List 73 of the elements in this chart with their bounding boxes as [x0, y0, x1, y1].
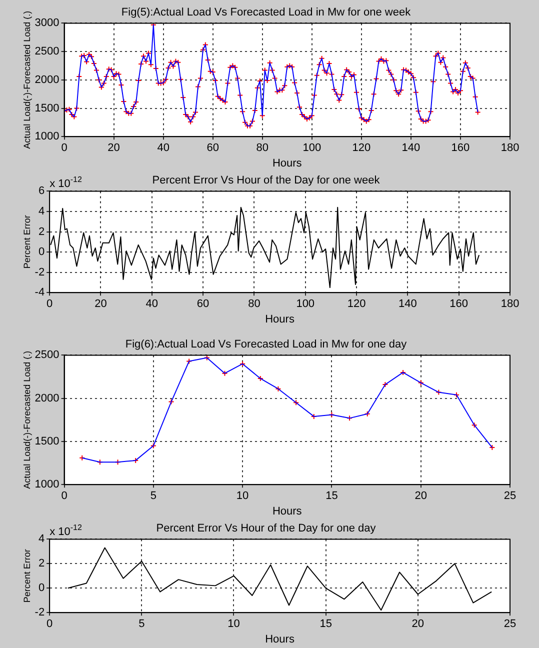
y-tick-label: 0	[38, 582, 45, 594]
x-axis-title: Hours	[265, 313, 295, 326]
x-tick-label: 100	[302, 142, 322, 154]
point	[150, 442, 156, 449]
chart-title: Percent Error Vs Hour of the Day for one week	[152, 174, 380, 187]
y-tick-label: 2	[38, 558, 45, 570]
x-tick-label: 160	[451, 142, 470, 154]
y-tick-label: 1500	[34, 436, 60, 448]
x-tick-label: 80	[256, 142, 268, 154]
point	[418, 380, 424, 386]
point	[240, 360, 246, 367]
x-tick-label: 140	[402, 142, 420, 154]
x-tick-label: 120	[352, 142, 371, 154]
x-axis-title: Hours	[272, 157, 302, 170]
x-tick-label: 60	[206, 142, 219, 154]
x-tick-label: 20	[94, 298, 107, 310]
x-tick-label: 40	[157, 142, 170, 154]
y-tick-label: 1000	[34, 478, 60, 491]
point	[328, 412, 335, 418]
point	[346, 415, 353, 422]
y-tick-label: -4	[34, 286, 45, 299]
chart-title: Fig(6):Actual Load Vs Forecasted Load in Mw for one day	[125, 338, 408, 351]
x-tick-label: 10	[236, 490, 249, 502]
y-axis-title: Percent Error	[22, 549, 32, 603]
y-tick-label: 0	[38, 246, 45, 258]
x-tick-label: 20	[412, 618, 424, 630]
x-tick-label: 25	[504, 618, 516, 630]
x-tick-label: 0	[61, 490, 68, 502]
y-axis-title: Percent Error	[22, 215, 32, 269]
y-tick-label: 3000	[34, 17, 60, 30]
x-tick-label: 120	[347, 298, 366, 310]
point	[471, 422, 478, 428]
x-tick-label: 40	[146, 298, 158, 310]
x-tick-label: 25	[504, 490, 516, 502]
x-tick-label: 0	[61, 142, 68, 154]
x-tick-label: 5	[150, 490, 156, 502]
y-tick-label: 2500	[34, 349, 60, 362]
x-tick-label: 160	[450, 298, 468, 310]
point	[222, 370, 228, 376]
point	[293, 400, 300, 406]
point	[168, 398, 174, 405]
x-tick-label: 180	[500, 298, 520, 310]
x-axis-title: Hours	[265, 633, 295, 646]
chart-title: Percent Error Vs Hour of the Day for one day	[156, 522, 376, 535]
x-tick-label: 15	[320, 618, 332, 630]
y-axis-title: Actual Load(-)-Forecasted Load (.)	[22, 10, 32, 149]
y-tick-label: 1500	[34, 102, 60, 114]
y-tick-label: 2500	[34, 46, 60, 58]
x-tick-label: 5	[138, 618, 145, 630]
x-tick-label: 140	[398, 298, 417, 310]
x-tick-label: 10	[228, 618, 240, 630]
point	[79, 454, 86, 461]
x-tick-label: 20	[414, 490, 427, 502]
y-tick-label: 1000	[34, 130, 60, 143]
y-tick-label: 2	[38, 226, 45, 238]
y-tick-label: 4	[38, 533, 45, 546]
y-tick-label: 6	[38, 185, 45, 198]
x-tick-label: 60	[196, 298, 210, 310]
y-tick-label: 2000	[34, 74, 60, 86]
y-tick-label: -2	[34, 606, 45, 619]
x-tick-label: 80	[248, 298, 260, 310]
y-tick-label: -2	[34, 266, 45, 278]
y-axis-title: Actual Load(-)-Forecasted Load (.)	[22, 350, 32, 489]
y-tick-label: 4	[38, 206, 45, 218]
x-tick-label: 20	[108, 142, 120, 154]
x-tick-label: 180	[500, 142, 520, 154]
x-tick-label: 15	[326, 490, 338, 502]
point	[275, 386, 282, 392]
chart-title: Fig(5):Actual Load Vs Forecasted Load in Mw for one week	[121, 6, 412, 19]
x-tick-label: 100	[296, 298, 315, 310]
point	[364, 410, 370, 417]
x-axis-title: Hours	[272, 505, 302, 518]
y-tick-label: 2000	[34, 392, 60, 404]
